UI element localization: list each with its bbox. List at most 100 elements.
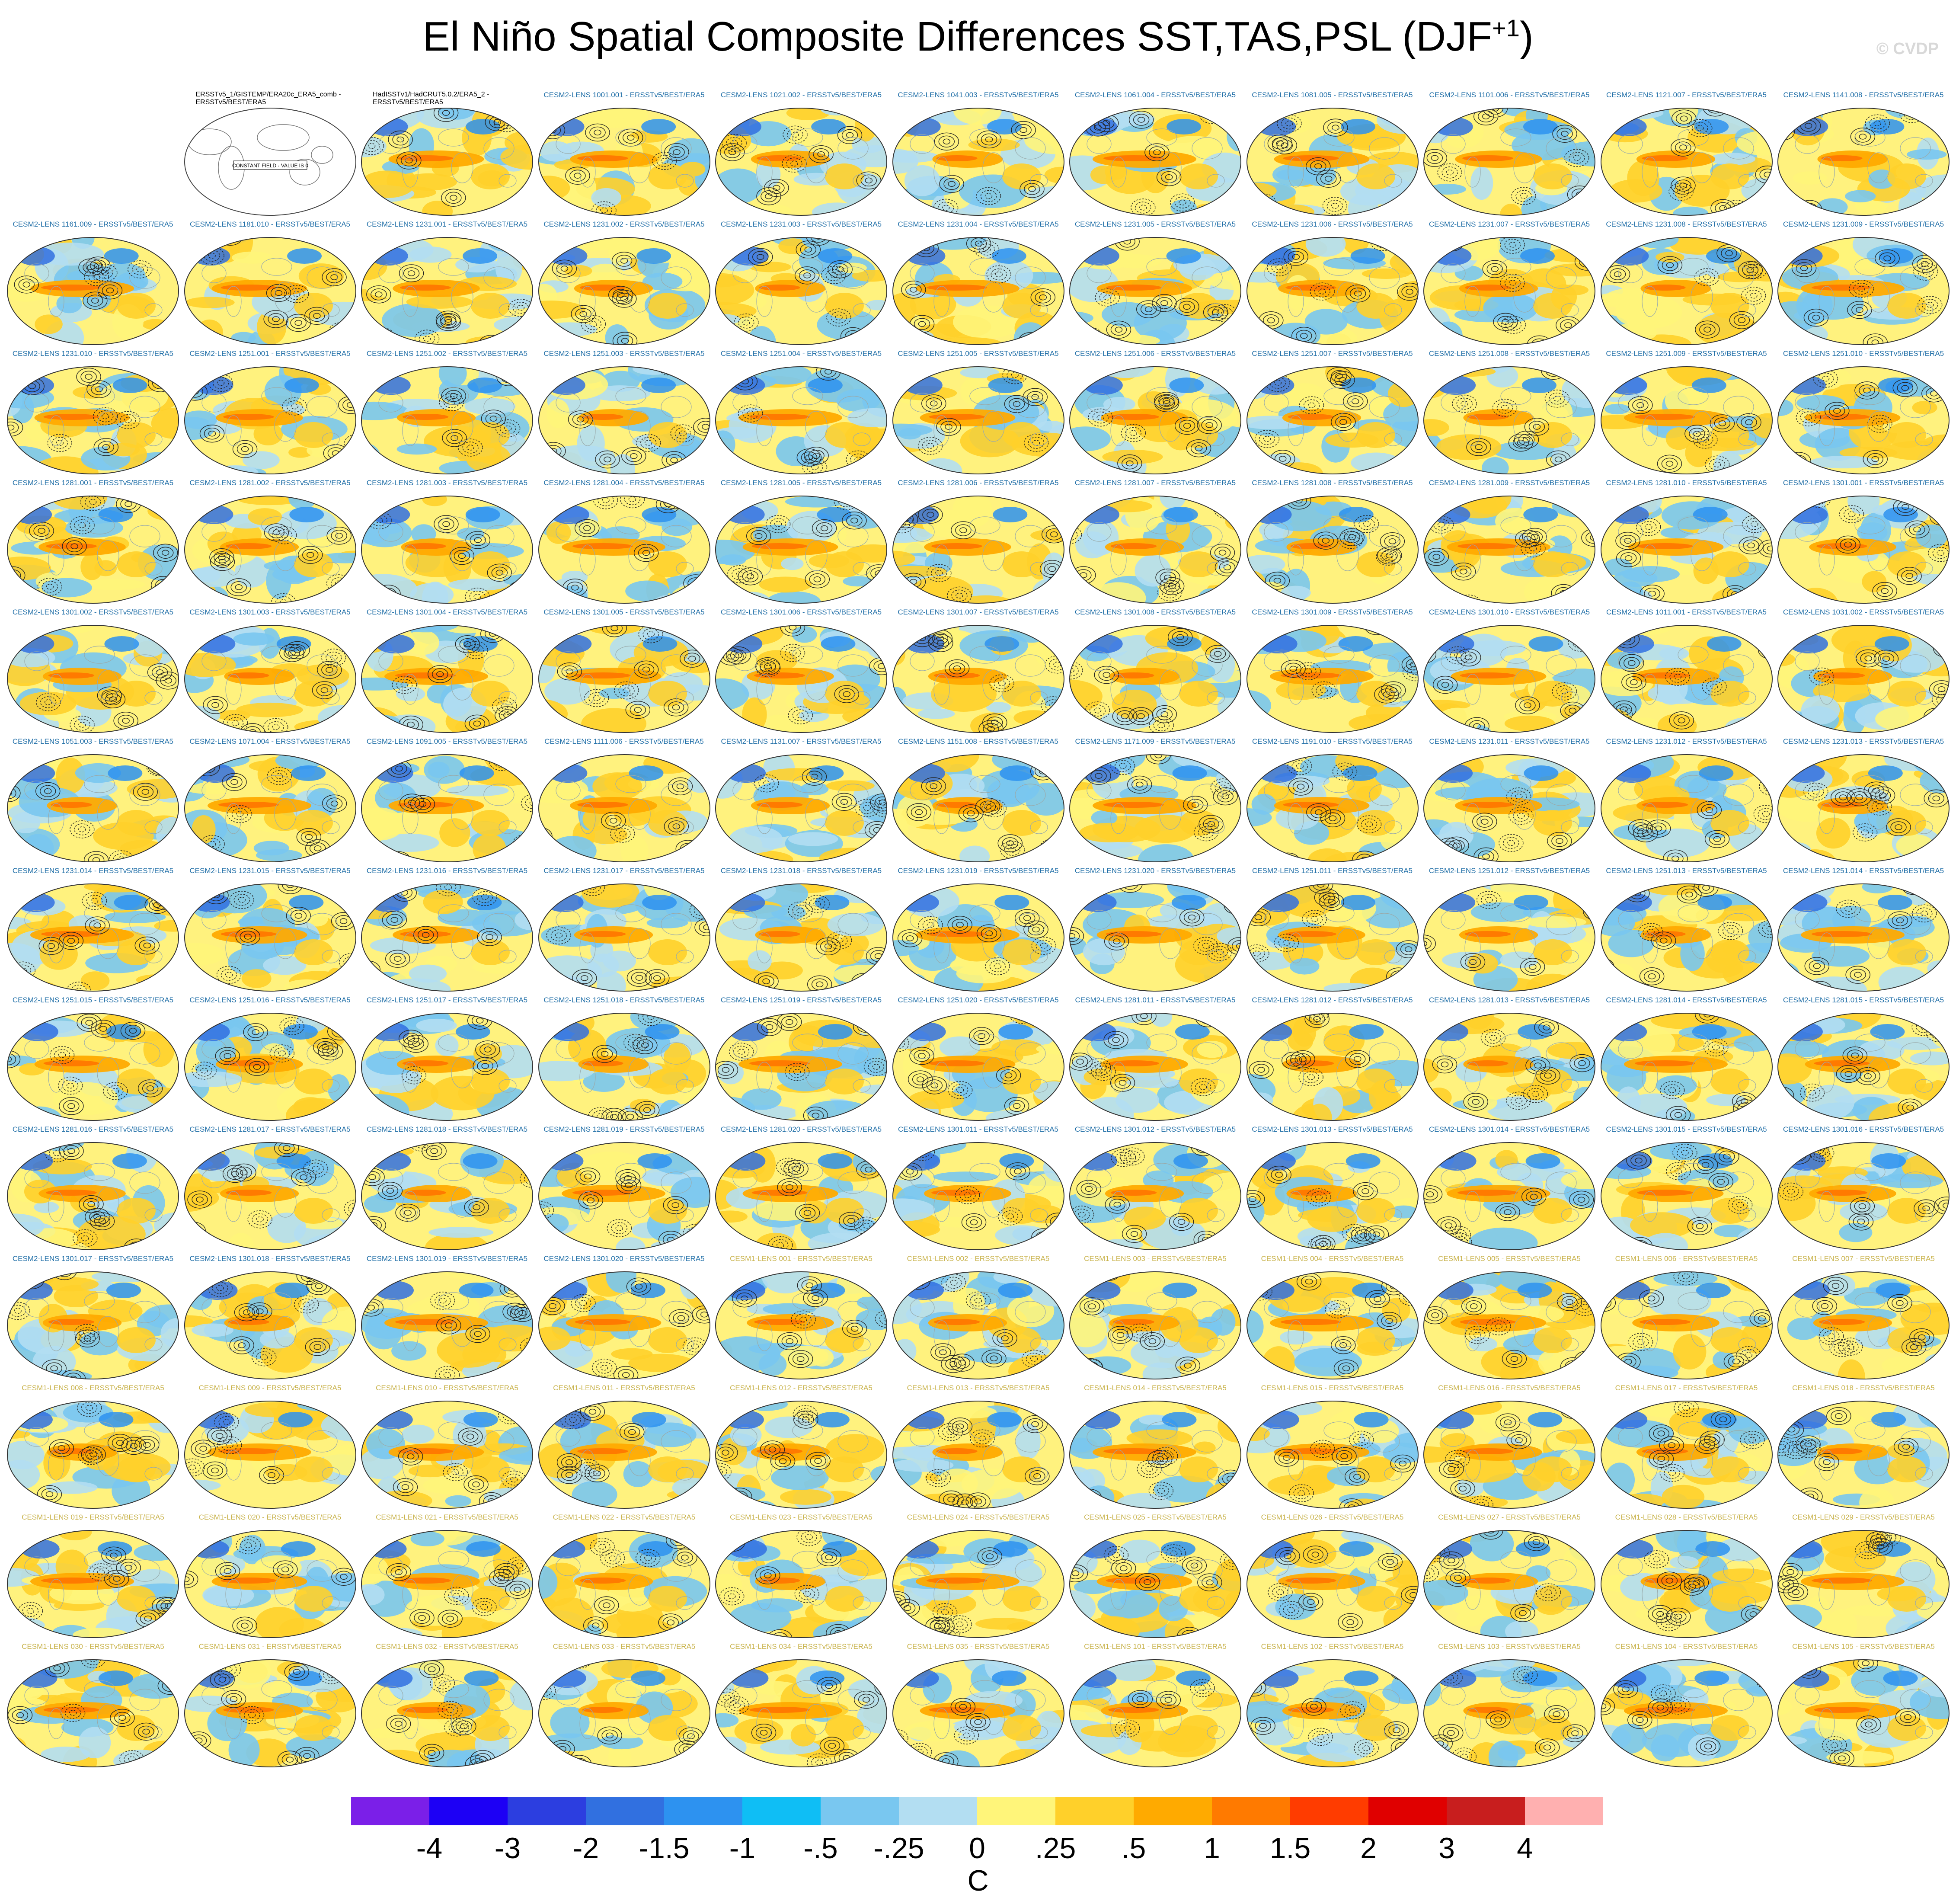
panel-label: CESM2-LENS 1251.002 - ERSSTv5/BEST/ERA5 bbox=[366, 349, 528, 358]
map-panel: CESM2-LENS 1251.016 - ERSSTv5/BEST/ERA5 bbox=[184, 996, 357, 1121]
colorbar-tick-label: 0 bbox=[969, 1832, 985, 1865]
globe-map bbox=[538, 496, 710, 604]
panel-label: CESM2-LENS 1281.013 - ERSSTv5/BEST/ERA5 bbox=[1429, 996, 1590, 1004]
cvdp-watermark: © CVDP bbox=[1876, 40, 1939, 58]
globe-map bbox=[184, 883, 356, 992]
globe-map bbox=[361, 496, 533, 604]
globe-map bbox=[361, 237, 533, 345]
map-panel: CESM2-LENS 1301.017 - ERSSTv5/BEST/ERA5 bbox=[6, 1254, 179, 1380]
map-panel: CESM2-LENS 1281.013 - ERSSTv5/BEST/ERA5 bbox=[1423, 996, 1596, 1121]
panel-label: CESM2-LENS 1251.017 - ERSSTv5/BEST/ERA5 bbox=[366, 996, 528, 1004]
globe-map bbox=[1423, 883, 1595, 992]
globe-map bbox=[1423, 108, 1595, 216]
globe-map bbox=[1600, 883, 1773, 992]
globe-map bbox=[1600, 1530, 1773, 1638]
globe-map bbox=[184, 1530, 356, 1638]
map-panel: CESM1-LENS 019 - ERSSTv5/BEST/ERA5 bbox=[6, 1513, 179, 1638]
map-panel: CESM2-LENS 1281.020 - ERSSTv5/BEST/ERA5 bbox=[715, 1125, 888, 1251]
colorbar-swatch bbox=[977, 1797, 1055, 1825]
globe-map bbox=[1777, 237, 1950, 345]
colorbar-tick-label: 4 bbox=[1517, 1832, 1533, 1865]
panel-label: CESM2-LENS 1251.007 - ERSSTv5/BEST/ERA5 bbox=[1252, 349, 1413, 358]
figure-title: El Niño Spatial Composite Differences SS… bbox=[0, 13, 1956, 61]
panel-label: CESM2-LENS 1111.006 - ERSSTv5/BEST/ERA5 bbox=[544, 737, 704, 746]
globe-map bbox=[1777, 883, 1950, 992]
map-panel: CESM2-LENS 1151.008 - ERSSTv5/BEST/ERA5 bbox=[892, 737, 1065, 863]
panel-label: CESM2-LENS 1231.018 - ERSSTv5/BEST/ERA5 bbox=[720, 867, 882, 875]
globe-map bbox=[184, 366, 356, 474]
panel-label: CESM2-LENS 1281.006 - ERSSTv5/BEST/ERA5 bbox=[898, 479, 1059, 487]
map-panel: CESM1-LENS 028 - ERSSTv5/BEST/ERA5 bbox=[1600, 1513, 1773, 1638]
map-panel: CESM1-LENS 104 - ERSSTv5/BEST/ERA5 bbox=[1600, 1642, 1773, 1768]
panel-label: CESM2-LENS 1251.003 - ERSSTv5/BEST/ERA5 bbox=[543, 349, 705, 358]
panel-label: CESM2-LENS 1251.013 - ERSSTv5/BEST/ERA5 bbox=[1606, 867, 1767, 875]
map-panel: CESM2-LENS 1061.004 - ERSSTv5/BEST/ERA5 bbox=[1069, 91, 1242, 216]
panel-label: CESM1-LENS 031 - ERSSTv5/BEST/ERA5 bbox=[198, 1642, 342, 1651]
globe-map bbox=[715, 883, 887, 992]
map-panel: CESM2-LENS 1301.012 - ERSSTv5/BEST/ERA5 bbox=[1069, 1125, 1242, 1251]
globe-map bbox=[361, 1013, 533, 1121]
globe-map bbox=[1777, 496, 1950, 604]
globe-map bbox=[7, 1659, 179, 1767]
panel-label: CESM1-LENS 003 - ERSSTv5/BEST/ERA5 bbox=[1084, 1254, 1227, 1263]
colorbar-swatch bbox=[508, 1797, 586, 1825]
globe-map bbox=[1246, 1530, 1419, 1638]
map-panel: CESM1-LENS 004 - ERSSTv5/BEST/ERA5 bbox=[1246, 1254, 1419, 1380]
panel-label: CESM1-LENS 005 - ERSSTv5/BEST/ERA5 bbox=[1438, 1254, 1581, 1263]
map-panel: CESM2-LENS 1011.001 - ERSSTv5/BEST/ERA5 bbox=[1600, 608, 1773, 733]
globe-map bbox=[715, 625, 887, 733]
globe-map bbox=[1423, 1659, 1595, 1767]
panel-label: CESM2-LENS 1281.007 - ERSSTv5/BEST/ERA5 bbox=[1074, 479, 1236, 487]
panel-label: CESM2-LENS 1301.013 - ERSSTv5/BEST/ERA5 bbox=[1252, 1125, 1413, 1133]
map-panel: CESM2-LENS 1281.005 - ERSSTv5/BEST/ERA5 bbox=[715, 479, 888, 604]
panel-label: HadISSTv1/HadCRUT5.0.2/ERA5_2 - ERSSTv5/… bbox=[373, 91, 489, 106]
panel-label: CESM2-LENS 1231.011 - ERSSTv5/BEST/ERA5 bbox=[1429, 737, 1590, 746]
globe-map bbox=[1069, 1013, 1241, 1121]
map-panel: CESM1-LENS 032 - ERSSTv5/BEST/ERA5 bbox=[361, 1642, 534, 1768]
panel-label: CESM1-LENS 102 - ERSSTv5/BEST/ERA5 bbox=[1261, 1642, 1404, 1651]
map-panel: CESM1-LENS 013 - ERSSTv5/BEST/ERA5 bbox=[892, 1384, 1065, 1509]
map-panel: CESM1-LENS 035 - ERSSTv5/BEST/ERA5 bbox=[892, 1642, 1065, 1768]
colorbar-swatch bbox=[586, 1797, 664, 1825]
panel-label: CESM1-LENS 028 - ERSSTv5/BEST/ERA5 bbox=[1615, 1513, 1758, 1521]
colorbar-swatch bbox=[742, 1797, 821, 1825]
panel-label: CESM2-LENS 1231.003 - ERSSTv5/BEST/ERA5 bbox=[720, 220, 882, 228]
panel-label: CESM1-LENS 104 - ERSSTv5/BEST/ERA5 bbox=[1615, 1642, 1758, 1651]
panel-label: CESM1-LENS 012 - ERSSTv5/BEST/ERA5 bbox=[730, 1384, 873, 1392]
panel-label: CESM2-LENS 1301.011 - ERSSTv5/BEST/ERA5 bbox=[898, 1125, 1058, 1133]
panel-label: CESM2-LENS 1231.001 - ERSSTv5/BEST/ERA5 bbox=[366, 220, 528, 228]
map-panel: CESM2-LENS 1231.004 - ERSSTv5/BEST/ERA5 bbox=[892, 220, 1065, 346]
panel-label: CESM2-LENS 1251.010 - ERSSTv5/BEST/ERA5 bbox=[1783, 349, 1944, 358]
map-panel: CESM1-LENS 017 - ERSSTv5/BEST/ERA5 bbox=[1600, 1384, 1773, 1509]
map-panel: CESM2-LENS 1281.018 - ERSSTv5/BEST/ERA5 bbox=[361, 1125, 534, 1251]
colorbar-tick-label: -.5 bbox=[803, 1832, 838, 1865]
globe-map bbox=[538, 1530, 710, 1638]
colorbar-swatch bbox=[351, 1797, 429, 1825]
globe-map bbox=[892, 366, 1064, 474]
globe-map bbox=[892, 237, 1064, 345]
panel-label: CESM1-LENS 027 - ERSSTv5/BEST/ERA5 bbox=[1438, 1513, 1581, 1521]
panel-label: CESM2-LENS 1251.016 - ERSSTv5/BEST/ERA5 bbox=[189, 996, 351, 1004]
panel-label: CESM1-LENS 002 - ERSSTv5/BEST/ERA5 bbox=[907, 1254, 1050, 1263]
globe-map bbox=[892, 883, 1064, 992]
panel-label: CESM2-LENS 1231.014 - ERSSTv5/BEST/ERA5 bbox=[12, 867, 174, 875]
panel-label: CESM1-LENS 023 - ERSSTv5/BEST/ERA5 bbox=[730, 1513, 873, 1521]
globe-map bbox=[361, 366, 533, 474]
map-panel: CESM2-LENS 1181.010 - ERSSTv5/BEST/ERA5 bbox=[184, 220, 357, 346]
colorbar-swatch bbox=[1055, 1797, 1134, 1825]
map-panel: CESM2-LENS 1281.011 - ERSSTv5/BEST/ERA5 bbox=[1069, 996, 1242, 1121]
globe-map bbox=[7, 496, 179, 604]
map-panel: CESM2-LENS 1281.019 - ERSSTv5/BEST/ERA5 bbox=[538, 1125, 711, 1251]
colorbar-tick-label: -2 bbox=[572, 1832, 599, 1865]
map-panel: CESM2-LENS 1301.002 - ERSSTv5/BEST/ERA5 bbox=[6, 608, 179, 733]
globe-map bbox=[1600, 1401, 1773, 1509]
map-panel: CESM2-LENS 1231.001 - ERSSTv5/BEST/ERA5 bbox=[361, 220, 534, 346]
map-panel: CESM2-LENS 1001.001 - ERSSTv5/BEST/ERA5 bbox=[538, 91, 711, 216]
map-panel: CESM2-LENS 1301.014 - ERSSTv5/BEST/ERA5 bbox=[1423, 1125, 1596, 1251]
globe-map bbox=[7, 1013, 179, 1121]
panel-label: CESM2-LENS 1301.010 - ERSSTv5/BEST/ERA5 bbox=[1429, 608, 1590, 616]
globe-map bbox=[361, 1530, 533, 1638]
globe-map bbox=[1069, 1659, 1241, 1767]
map-panel: CESM2-LENS 1281.007 - ERSSTv5/BEST/ERA5 bbox=[1069, 479, 1242, 604]
globe-map bbox=[7, 366, 179, 474]
